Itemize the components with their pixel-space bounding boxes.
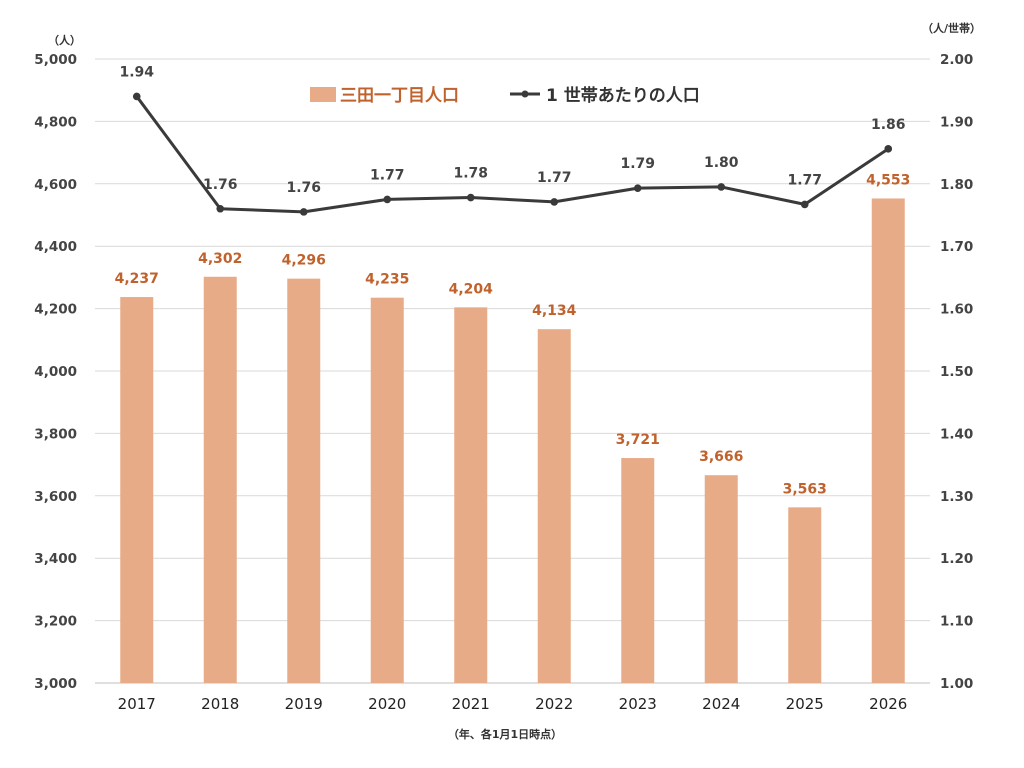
right-tick-label: 1.40: [940, 426, 973, 442]
right-tick-label: 1.00: [940, 676, 973, 692]
left-tick-label: 4,800: [34, 114, 77, 130]
bar-value-label: 3,666: [699, 449, 743, 465]
bar: [454, 307, 488, 683]
line-point: [717, 183, 726, 191]
right-tick-label: 1.80: [940, 177, 973, 193]
line-value-label: 1.86: [871, 117, 906, 133]
bar: [203, 276, 237, 683]
x-tick-label: 2017: [118, 695, 156, 713]
line-point: [466, 193, 475, 202]
line-point: [299, 208, 308, 216]
bar-value-label: 4,296: [282, 253, 326, 269]
right-tick-label: 1.10: [940, 614, 973, 630]
line-value-label: 1.79: [620, 156, 655, 172]
right-tick-label: 1.30: [940, 489, 973, 505]
left-tick-label: 3,000: [34, 676, 77, 692]
x-axis: 2017 2018 2019 2020 2021 2022 2023 2024 2025 2026: [118, 695, 908, 713]
line-point: [383, 195, 392, 204]
line-point: [800, 200, 809, 209]
line-value-label: 1.78: [453, 166, 488, 182]
x-tick-label: 2025: [786, 695, 824, 713]
bar-value-label: 4,235: [365, 272, 409, 288]
line-value-label: 1.80: [704, 155, 739, 171]
x-tick-label: 2019: [285, 695, 323, 713]
bar: [788, 507, 822, 683]
legend: 三田一丁目人口 1 世帯あたりの人口: [310, 85, 700, 106]
bar-value-label: 4,553: [866, 172, 910, 188]
series-line: [135, 95, 890, 214]
bar: [287, 278, 321, 683]
line-point: [216, 204, 225, 213]
bar-value-label: 4,204: [449, 281, 494, 297]
x-tick-label: 2018: [201, 695, 239, 713]
bar: [120, 297, 154, 683]
right-tick-label: 2.00: [940, 52, 973, 68]
left-tick-label: 4,400: [34, 239, 77, 255]
x-tick-label: 2022: [535, 695, 573, 713]
bar: [370, 297, 404, 683]
line-point: [550, 198, 559, 206]
x-tick-label: 2024: [702, 695, 740, 713]
legend-bar-swatch: [310, 87, 336, 102]
right-tick-label: 1.60: [940, 302, 973, 318]
left-tick-label: 5,000: [34, 52, 77, 68]
legend-bar-label: 三田一丁目人口: [340, 86, 459, 106]
legend-line-marker: [521, 90, 529, 98]
bar: [621, 458, 655, 683]
bar-series: 4,237 4,302 4,296 4,235 4,204 4,134 3,721 3,666…: [115, 172, 910, 684]
left-axis: 3,000 3,200 3,400 3,600 3,800 4,000 4,200 4,400…: [34, 52, 77, 692]
right-tick-label: 1.70: [940, 239, 973, 255]
left-tick-label: 4,200: [34, 302, 77, 318]
left-tick-label: 4,000: [34, 364, 77, 380]
x-tick-label: 2026: [869, 695, 907, 713]
x-tick-label: 2020: [368, 695, 406, 713]
bar: [871, 198, 905, 684]
line-value-label: 1.77: [787, 172, 822, 188]
left-tick-label: 3,600: [34, 489, 77, 505]
line-series: 1.94 1.76 1.76 1.77 1.78 1.77 1.79 1.80 1.77 1.86: [119, 64, 906, 216]
bar-value-label: 3,721: [616, 432, 660, 448]
right-axis: 1.00 1.10 1.20 1.30 1.40 1.50 1.60 1.70 1.80 1.90…: [940, 52, 973, 692]
bar: [704, 475, 738, 683]
bar-value-label: 4,302: [198, 251, 242, 267]
x-tick-label: 2023: [619, 695, 657, 713]
line-value-label: 1.76: [286, 180, 321, 196]
right-tick-label: 1.50: [940, 364, 973, 380]
left-tick-label: 3,200: [34, 614, 77, 630]
left-tick-label: 4,600: [34, 177, 77, 193]
bar-value-label: 3,563: [783, 481, 827, 497]
line-point: [884, 145, 893, 153]
left-tick-label: 3,800: [34, 426, 77, 442]
bar-value-label: 4,134: [532, 303, 577, 319]
x-tick-label: 2021: [452, 695, 490, 713]
right-axis-unit: （人/世帯）: [922, 21, 981, 35]
bar: [537, 329, 571, 683]
left-axis-unit: （人）: [48, 33, 81, 47]
line-point: [132, 92, 141, 101]
line-point: [633, 184, 642, 192]
x-axis-note: （年、各1月1日時点）: [448, 727, 562, 741]
bar-value-label: 4,237: [115, 271, 159, 287]
right-tick-label: 1.90: [940, 114, 973, 130]
legend-line-label: 1 世帯あたりの人口: [546, 85, 700, 106]
line-value-label: 1.77: [370, 167, 405, 183]
line-value-label: 1.94: [119, 64, 154, 80]
right-tick-label: 1.20: [940, 551, 973, 567]
line-value-label: 1.76: [203, 177, 238, 193]
left-tick-label: 3,400: [34, 551, 77, 567]
line-value-label: 1.77: [537, 170, 572, 186]
